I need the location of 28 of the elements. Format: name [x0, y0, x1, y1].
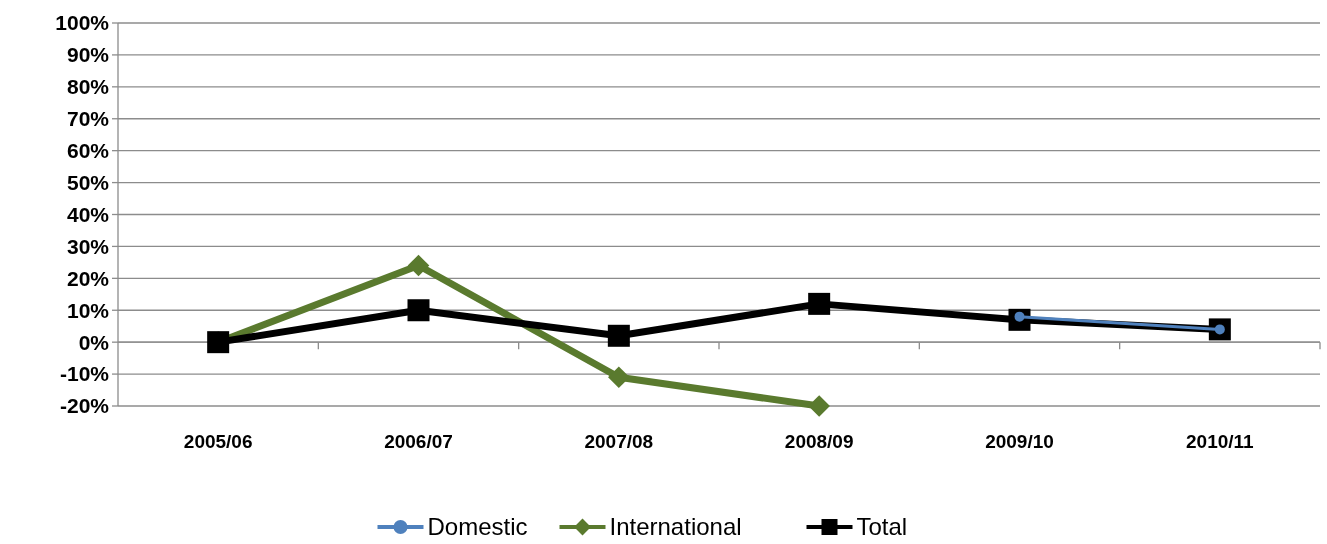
point [808, 292, 831, 315]
x-tick-label: 2010/11 [1186, 431, 1255, 452]
y-tick-label: 0% [78, 330, 110, 354]
y-tick-label: 10% [66, 298, 110, 322]
y-tick-label: -10% [59, 362, 110, 386]
x-tick-label: 2009/10 [985, 431, 1054, 452]
point [808, 395, 830, 417]
point [407, 299, 430, 322]
y-tick-label: 100% [55, 11, 110, 35]
legend-label: Total [856, 513, 908, 541]
y-tick-label: 70% [66, 107, 110, 131]
legend-label: International [609, 513, 742, 541]
y-tick-label: 40% [66, 202, 110, 226]
x-tick-label: 2006/07 [384, 431, 453, 452]
legend-label: Domestic [427, 513, 528, 541]
x-tick-label: 2005/06 [183, 431, 253, 452]
y-tick-label: 20% [66, 266, 110, 290]
y-tick-label: -20% [59, 394, 110, 418]
point [607, 324, 630, 347]
y-tick-label: 30% [66, 234, 110, 258]
point [608, 366, 630, 389]
x-tick-label: 2008/09 [784, 431, 854, 452]
point [407, 254, 430, 277]
y-tick-label: 50% [66, 170, 110, 194]
y-tick-label: 60% [66, 139, 110, 163]
y-tick-label: 80% [66, 75, 110, 99]
y-tick-label: 90% [66, 43, 110, 67]
x-tick-label: 2007/08 [584, 431, 654, 452]
